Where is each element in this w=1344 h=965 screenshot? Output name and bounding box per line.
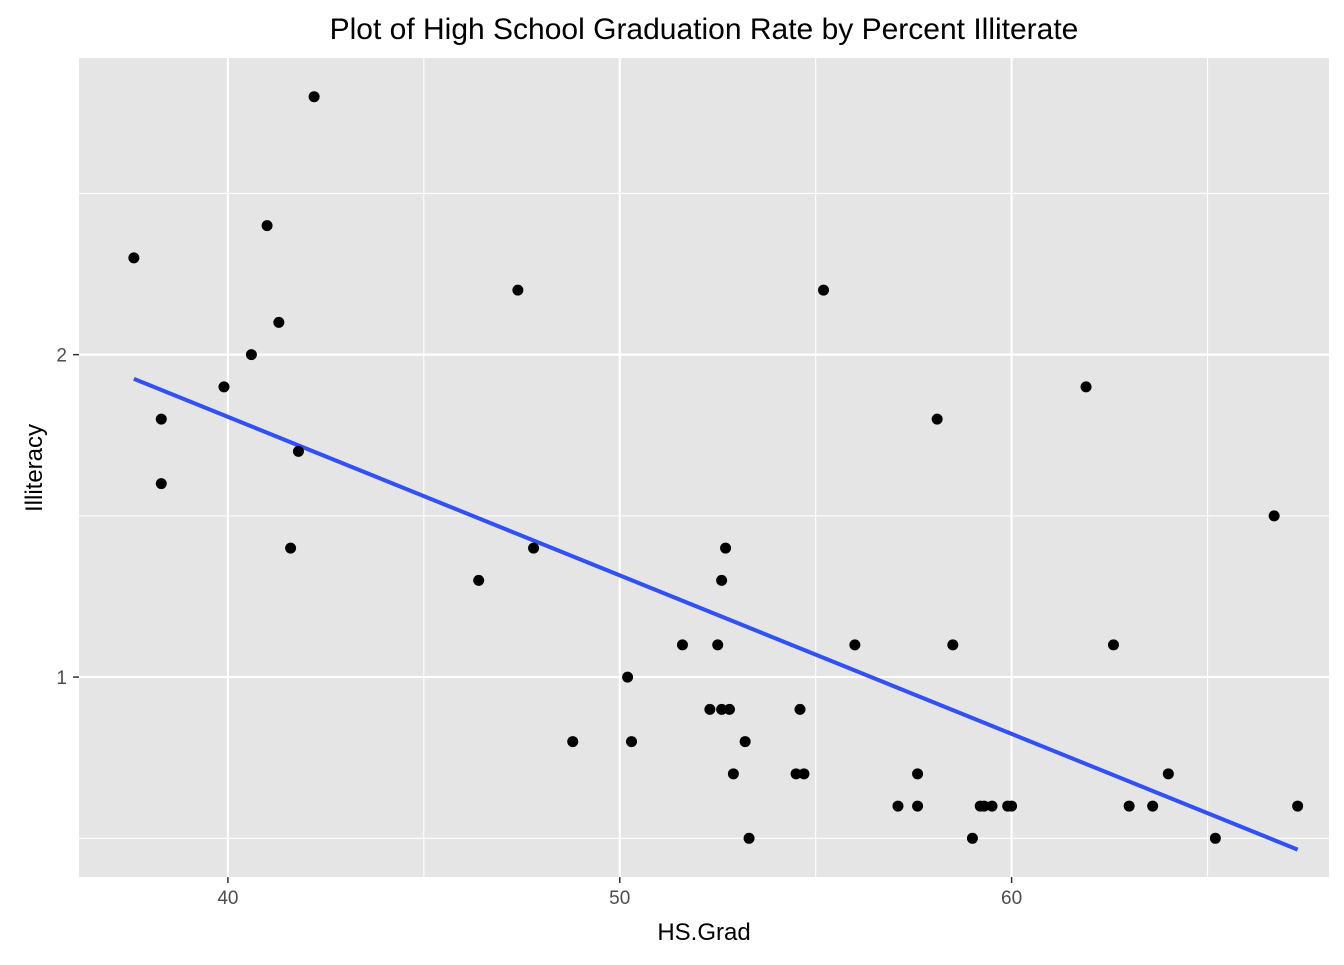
data-point bbox=[261, 220, 273, 232]
y-tick-label: 1 bbox=[56, 668, 67, 689]
panel-background bbox=[79, 58, 1329, 877]
data-point bbox=[1162, 768, 1174, 780]
data-point bbox=[966, 832, 978, 844]
x-axis-title: HS.Grad bbox=[657, 919, 750, 946]
data-point bbox=[1268, 510, 1280, 522]
plot-panel bbox=[79, 58, 1329, 877]
data-point bbox=[473, 574, 485, 586]
data-point bbox=[1080, 381, 1092, 393]
data-points bbox=[128, 91, 1304, 844]
data-point bbox=[723, 703, 735, 715]
data-point bbox=[155, 413, 167, 425]
data-point bbox=[512, 284, 524, 296]
data-point bbox=[931, 413, 943, 425]
data-point bbox=[947, 639, 959, 651]
data-point bbox=[912, 768, 924, 780]
data-point bbox=[739, 736, 751, 748]
regression-line bbox=[133, 376, 1299, 852]
data-point bbox=[622, 671, 634, 683]
data-point bbox=[567, 736, 579, 748]
data-point bbox=[892, 800, 904, 812]
data-point bbox=[727, 768, 739, 780]
x-tick-label: 50 bbox=[609, 888, 630, 909]
data-point bbox=[712, 639, 724, 651]
data-point bbox=[1147, 800, 1159, 812]
chart-title: Plot of High School Graduation Rate by P… bbox=[330, 13, 1079, 46]
data-point bbox=[794, 703, 806, 715]
data-point bbox=[626, 736, 638, 748]
data-point bbox=[1209, 832, 1221, 844]
x-tick-label: 60 bbox=[1001, 888, 1022, 909]
data-point bbox=[1107, 639, 1119, 651]
data-point bbox=[978, 800, 990, 812]
x-tick-label: 40 bbox=[217, 888, 238, 909]
data-point bbox=[818, 284, 830, 296]
data-point bbox=[676, 639, 688, 651]
data-point bbox=[218, 381, 230, 393]
data-point bbox=[798, 768, 810, 780]
data-point bbox=[849, 639, 861, 651]
data-point bbox=[986, 800, 998, 812]
data-point bbox=[155, 478, 167, 490]
regression-line-group bbox=[133, 376, 1299, 852]
data-point bbox=[704, 703, 716, 715]
grid-lines bbox=[79, 58, 1329, 877]
data-point bbox=[720, 542, 732, 554]
data-point bbox=[1123, 800, 1135, 812]
data-point bbox=[912, 800, 924, 812]
data-point bbox=[528, 542, 540, 554]
data-point bbox=[128, 252, 140, 264]
data-point bbox=[292, 445, 304, 457]
data-point bbox=[743, 832, 755, 844]
y-tick-label: 2 bbox=[56, 346, 67, 367]
data-point bbox=[716, 703, 728, 715]
data-point bbox=[790, 768, 802, 780]
data-point bbox=[285, 542, 297, 554]
axes: 40 50 60 1 2 bbox=[56, 346, 1022, 909]
data-point bbox=[308, 91, 320, 103]
data-point bbox=[273, 316, 285, 328]
data-point bbox=[1292, 800, 1304, 812]
y-axis-title: Illiteracy bbox=[21, 424, 48, 512]
data-point bbox=[1006, 800, 1018, 812]
data-point bbox=[245, 349, 257, 361]
data-point bbox=[716, 574, 728, 586]
